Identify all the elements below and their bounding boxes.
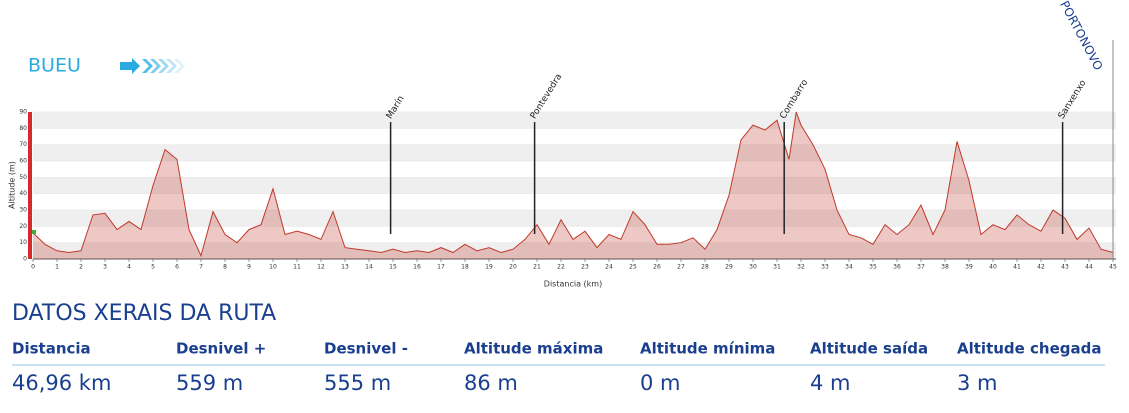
x-tick-label: 15: [389, 264, 397, 271]
x-tick-label: 43: [1061, 264, 1069, 271]
x-tick-label: 6: [175, 264, 179, 271]
x-tick-label: 7: [199, 264, 203, 271]
y-tick-label: 10: [19, 239, 27, 246]
x-tick-label: 44: [1085, 264, 1093, 271]
y-axis-label: Altitude (m): [8, 161, 17, 209]
x-tick-label: 42: [1037, 264, 1045, 271]
start-point: [32, 230, 36, 234]
x-tick-label: 22: [557, 264, 565, 271]
x-tick-label: 37: [917, 264, 925, 271]
x-tick-label: 1: [55, 264, 59, 271]
x-tick-label: 5: [151, 264, 155, 271]
summary-header: Distancia: [12, 340, 91, 358]
x-tick-label: 18: [461, 264, 469, 271]
x-tick-label: 40: [989, 264, 997, 271]
x-tick-label: 11: [293, 264, 301, 271]
summary-header: Altitude chegada: [957, 340, 1102, 358]
summary-table: Distancia Desnivel + Desnivel - Altitude má…: [12, 340, 1102, 396]
x-tick-label: 23: [581, 264, 589, 271]
x-tick-label: 30: [749, 264, 757, 271]
x-tick-label: 12: [317, 264, 325, 271]
x-tick-label: 33: [821, 264, 829, 271]
x-tick-label: 34: [845, 264, 853, 271]
x-tick-label: 19: [485, 264, 493, 271]
y-tick-label: 80: [19, 125, 27, 132]
summary-header: Altitude saída: [810, 340, 928, 358]
y-tick-label: 20: [19, 223, 27, 230]
x-tick-label: 8: [223, 264, 227, 271]
summary-title: DATOS XERAIS DA RUTA: [12, 301, 276, 326]
x-tick-label: 31: [773, 264, 781, 271]
line: [32, 111, 1114, 258]
x-tick-label: 36: [893, 264, 901, 271]
x-tick-label: 38: [941, 264, 949, 271]
x-tick-label: 3: [103, 264, 107, 271]
x-tick-label: 35: [869, 264, 877, 271]
summary-value: 555 m: [324, 371, 391, 395]
grid-band: [33, 242, 1116, 259]
arrows: [120, 58, 185, 74]
y-tick-label: 40: [19, 190, 27, 197]
y-tick-label: 50: [19, 174, 27, 181]
x-tick-label: 2: [79, 264, 83, 271]
y-tick-label: 30: [19, 207, 27, 214]
x-tick-label: 0: [31, 264, 35, 271]
x-tick-label: 10: [269, 264, 277, 271]
summary-header: Desnivel +: [176, 340, 266, 358]
x-tick-label: 41: [1013, 264, 1021, 271]
x-tick-label: 24: [605, 264, 613, 271]
start-marker: [28, 112, 32, 259]
x-tick-label: 32: [797, 264, 805, 271]
grid-band: [33, 210, 1116, 227]
y-tick-label: 90: [19, 109, 27, 116]
x-tick-label: 20: [509, 264, 517, 271]
x-tick-label: 14: [365, 264, 373, 271]
summary-value: 86 m: [464, 371, 518, 395]
annotation-label: PORTONOVO: [1057, 0, 1105, 73]
y-tick-label: 0: [23, 256, 27, 263]
summary-value: 559 m: [176, 371, 243, 395]
x-tick-label: 29: [725, 264, 733, 271]
summary-header: Altitude mínima: [640, 340, 775, 358]
x-tick-label: 21: [533, 264, 541, 271]
y-tick-label: 60: [19, 158, 27, 165]
y-tick-label: 70: [19, 141, 27, 148]
x-tick-label: 13: [341, 264, 349, 271]
x-tick-label: 9: [247, 264, 251, 271]
x-tick-label: 4: [127, 264, 131, 271]
x-tick-label: 27: [677, 264, 685, 271]
summary-header: Altitude máxima: [464, 340, 603, 358]
x-tick-label: 28: [701, 264, 709, 271]
summary-value: 4 m: [810, 371, 851, 395]
summary-value: 46,96 km: [12, 371, 111, 395]
grid-band: [33, 144, 1116, 161]
summary-value: 0 m: [640, 371, 681, 395]
grid-band: [33, 177, 1116, 194]
x-tick-label: 25: [629, 264, 637, 271]
x-tick-label: 16: [413, 264, 421, 271]
grid-band: [33, 112, 1116, 129]
route-start: BUEU: [28, 55, 81, 77]
summary-value: 3 m: [957, 371, 998, 395]
x-tick-label: 26: [653, 264, 661, 271]
x-tick-label: 45: [1109, 264, 1117, 271]
summary-header: Desnivel -: [324, 340, 408, 358]
x-axis-label: Distancia (km): [544, 280, 602, 289]
x-tick-label: 39: [965, 264, 973, 271]
x-tick-label: 17: [437, 264, 445, 271]
